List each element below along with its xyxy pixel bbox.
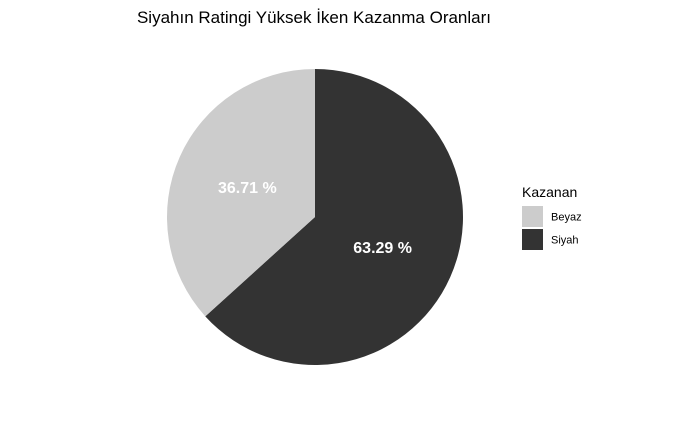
slice-label-beyaz: 36.71 % [218,180,277,197]
legend-entries: Beyaz Siyah [522,206,582,250]
legend-label-beyaz: Beyaz [551,212,582,224]
slice-label-siyah: 63.29 % [353,240,412,257]
legend-key-siyah [522,229,543,250]
chart-title: Siyahın Ratingi Yüksek İken Kazanma Oran… [137,8,491,27]
legend-key-beyaz [522,206,543,227]
legend-title: Kazanan [522,184,577,200]
pie-group [167,69,464,365]
legend-label-siyah: Siyah [551,235,579,247]
legend: Kazanan Beyaz Siyah [522,184,582,250]
pie-slice-siyah [205,69,464,365]
pie-slice-beyaz [167,69,315,317]
slice-labels: 63.29 % 36.71 % [218,180,412,257]
